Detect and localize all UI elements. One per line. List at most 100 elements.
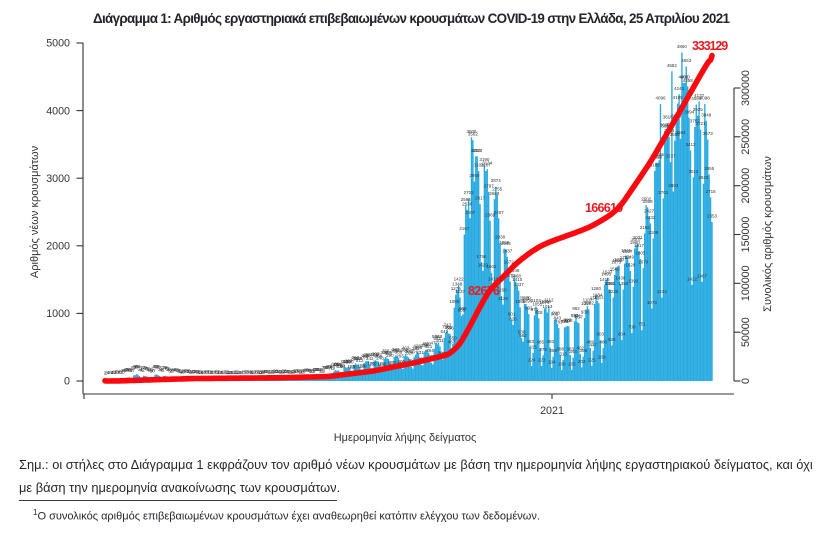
svg-text:1051: 1051 bbox=[532, 302, 543, 307]
svg-text:7: 7 bbox=[241, 370, 244, 375]
svg-text:1710: 1710 bbox=[614, 257, 625, 262]
svg-text:4096: 4096 bbox=[655, 96, 666, 101]
svg-text:22: 22 bbox=[283, 369, 289, 374]
svg-text:511: 511 bbox=[436, 338, 444, 343]
svg-text:307: 307 bbox=[372, 352, 380, 357]
svg-text:294: 294 bbox=[365, 353, 373, 358]
svg-text:1280: 1280 bbox=[591, 286, 602, 291]
svg-text:2701: 2701 bbox=[658, 190, 669, 195]
svg-text:300000: 300000 bbox=[740, 70, 752, 106]
svg-text:18: 18 bbox=[300, 369, 306, 374]
svg-text:74: 74 bbox=[161, 366, 167, 371]
svg-text:330: 330 bbox=[380, 350, 388, 355]
svg-text:2369: 2369 bbox=[485, 212, 496, 217]
svg-text:2332: 2332 bbox=[645, 215, 656, 220]
svg-text:37: 37 bbox=[128, 368, 134, 373]
svg-text:14: 14 bbox=[188, 370, 194, 375]
svg-text:15: 15 bbox=[213, 370, 219, 375]
svg-text:12: 12 bbox=[289, 370, 295, 375]
svg-text:3227: 3227 bbox=[653, 154, 664, 159]
svg-text:2021: 2021 bbox=[540, 405, 564, 417]
svg-text:3696: 3696 bbox=[660, 123, 671, 128]
svg-text:41: 41 bbox=[304, 368, 310, 373]
svg-text:27: 27 bbox=[170, 369, 176, 374]
svg-text:359: 359 bbox=[579, 348, 587, 353]
svg-text:1917: 1917 bbox=[634, 243, 645, 248]
svg-text:99: 99 bbox=[134, 364, 140, 369]
svg-text:2407: 2407 bbox=[494, 210, 505, 215]
svg-text:3190: 3190 bbox=[479, 157, 490, 162]
svg-text:2031: 2031 bbox=[633, 235, 644, 240]
svg-text:269: 269 bbox=[598, 354, 606, 359]
svg-text:28: 28 bbox=[181, 369, 187, 374]
svg-text:1527: 1527 bbox=[602, 269, 613, 274]
svg-text:2407: 2407 bbox=[465, 210, 476, 215]
svg-text:12: 12 bbox=[190, 370, 196, 375]
svg-text:286: 286 bbox=[362, 353, 370, 358]
svg-text:3109: 3109 bbox=[650, 162, 661, 167]
svg-text:190: 190 bbox=[346, 360, 354, 365]
svg-text:10: 10 bbox=[217, 370, 223, 375]
svg-text:871: 871 bbox=[574, 314, 582, 319]
svg-text:37: 37 bbox=[130, 368, 136, 373]
svg-text:986: 986 bbox=[459, 306, 467, 311]
svg-text:160: 160 bbox=[332, 362, 340, 367]
svg-text:32: 32 bbox=[296, 368, 302, 373]
svg-text:638: 638 bbox=[518, 329, 526, 334]
svg-text:3573: 3573 bbox=[703, 131, 714, 136]
svg-text:918: 918 bbox=[552, 310, 560, 315]
svg-text:242: 242 bbox=[366, 356, 374, 361]
svg-text:202: 202 bbox=[342, 359, 350, 364]
svg-text:136: 136 bbox=[336, 363, 344, 368]
svg-text:1352: 1352 bbox=[605, 281, 616, 286]
svg-text:1237: 1237 bbox=[455, 289, 466, 294]
svg-text:10: 10 bbox=[258, 370, 264, 375]
svg-text:25: 25 bbox=[291, 369, 297, 374]
svg-text:21: 21 bbox=[264, 369, 270, 374]
svg-text:11: 11 bbox=[226, 370, 231, 375]
svg-text:1422: 1422 bbox=[454, 276, 465, 281]
svg-text:383: 383 bbox=[567, 347, 575, 352]
svg-text:264: 264 bbox=[360, 355, 368, 360]
svg-text:296: 296 bbox=[363, 353, 371, 358]
svg-text:170: 170 bbox=[368, 361, 376, 366]
svg-text:83: 83 bbox=[131, 365, 137, 370]
svg-text:25: 25 bbox=[310, 369, 316, 374]
svg-text:582: 582 bbox=[519, 333, 527, 338]
svg-text:3584: 3584 bbox=[675, 130, 686, 135]
svg-text:4241: 4241 bbox=[674, 86, 685, 91]
svg-text:905: 905 bbox=[551, 311, 559, 316]
svg-text:1602: 1602 bbox=[486, 264, 497, 269]
svg-text:Συνολικός αριθμός κρουσμάτων: Συνολικός αριθμός κρουσμάτων bbox=[762, 156, 774, 312]
svg-text:3757: 3757 bbox=[690, 119, 701, 124]
svg-text:154: 154 bbox=[333, 362, 341, 367]
svg-text:3134: 3134 bbox=[482, 161, 493, 166]
svg-text:1103: 1103 bbox=[531, 298, 541, 303]
svg-text:177: 177 bbox=[389, 361, 397, 366]
svg-text:70: 70 bbox=[144, 366, 150, 371]
svg-text:3562: 3562 bbox=[468, 132, 479, 137]
svg-text:225: 225 bbox=[588, 357, 596, 362]
svg-text:1416: 1416 bbox=[600, 277, 611, 282]
svg-text:26: 26 bbox=[273, 369, 279, 374]
svg-text:1085: 1085 bbox=[449, 299, 460, 304]
svg-text:290: 290 bbox=[386, 353, 394, 358]
svg-text:11: 11 bbox=[236, 370, 241, 375]
svg-text:1235: 1235 bbox=[608, 289, 619, 294]
svg-text:75: 75 bbox=[137, 365, 143, 370]
svg-text:13: 13 bbox=[117, 370, 123, 375]
svg-text:493: 493 bbox=[526, 339, 534, 344]
svg-text:48: 48 bbox=[124, 367, 130, 372]
svg-text:1184: 1184 bbox=[593, 293, 603, 298]
svg-text:62: 62 bbox=[145, 366, 151, 371]
svg-text:165: 165 bbox=[568, 361, 576, 366]
svg-text:828: 828 bbox=[509, 317, 517, 322]
svg-text:12: 12 bbox=[290, 370, 296, 375]
svg-text:14: 14 bbox=[115, 370, 121, 375]
svg-text:959: 959 bbox=[458, 308, 466, 313]
svg-text:1260: 1260 bbox=[497, 287, 508, 292]
svg-text:313: 313 bbox=[559, 351, 567, 356]
svg-text:1960: 1960 bbox=[630, 240, 641, 245]
svg-text:0: 0 bbox=[740, 378, 752, 384]
svg-text:1493: 1493 bbox=[601, 272, 612, 277]
